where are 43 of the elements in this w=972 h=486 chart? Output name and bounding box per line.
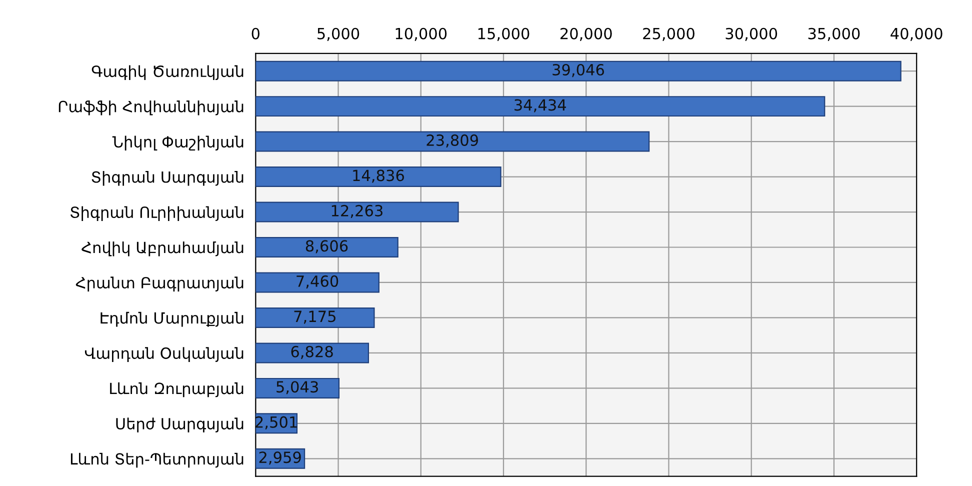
y-tick-label: Հովիկ Աբրահամյան: [82, 241, 244, 256]
data-label: 12,263: [332, 204, 382, 218]
data-label: 23,809: [426, 134, 478, 148]
bar: [256, 378, 340, 398]
y-tick-label: Վարդան Օսկանյան: [84, 347, 244, 362]
bar: [256, 131, 650, 152]
data-label: 34,434: [514, 99, 566, 112]
y-tick-label: Լևոն Տեր-Պետրոսյան: [70, 452, 244, 468]
bar: [256, 166, 502, 188]
x-tick-label: 5,000: [318, 28, 360, 41]
x-tick-label: 30,000: [726, 28, 778, 41]
bar: [256, 60, 902, 82]
x-tick-label: 15,000: [478, 28, 530, 41]
y-tick-label: Տիգրան Սարգսյան: [92, 170, 244, 186]
data-label: 7,175: [294, 310, 336, 324]
y-tick-label: Սերժ Սարգսյան: [116, 418, 244, 432]
data-label: 39,046: [552, 64, 604, 78]
data-label: 5,043: [276, 381, 318, 394]
data-label: 8,606: [306, 240, 348, 254]
data-label: 6,828: [291, 346, 333, 359]
y-tick-label: Էդմոն Մարուքյան: [100, 312, 244, 327]
bar: [256, 342, 370, 364]
bar: [256, 237, 398, 258]
y-tick-label: Հրանտ Բագրատյան: [76, 276, 244, 292]
x-tick-label: 40,000: [890, 28, 942, 41]
y-tick-label: Լևոն Զուրաբյան: [110, 382, 244, 398]
y-tick-label: Րաֆֆի Հովհաննիսյան: [58, 100, 244, 116]
x-tick-label: 35,000: [808, 28, 860, 41]
bar: [256, 272, 380, 293]
bar: [256, 96, 826, 117]
y-tick-label: Տիգրան Ուրիխանյան: [70, 206, 244, 221]
x-tick-label: 20,000: [560, 28, 612, 41]
data-label: 2,501: [256, 416, 297, 430]
x-tick-label: 25,000: [643, 28, 694, 41]
data-label: 2,959: [259, 452, 301, 465]
y-tick-label: Նիկոլ Փաշինյան: [112, 136, 244, 151]
bar: [256, 307, 375, 328]
data-label: 14,836: [353, 170, 404, 183]
x-tick-label: 10,000: [396, 28, 447, 41]
y-tick-label: Գագիկ Ծառուկյան: [92, 65, 244, 80]
x-tick-label: 0: [252, 28, 260, 40]
bar: [256, 202, 459, 222]
data-label: 7,460: [296, 275, 338, 288]
